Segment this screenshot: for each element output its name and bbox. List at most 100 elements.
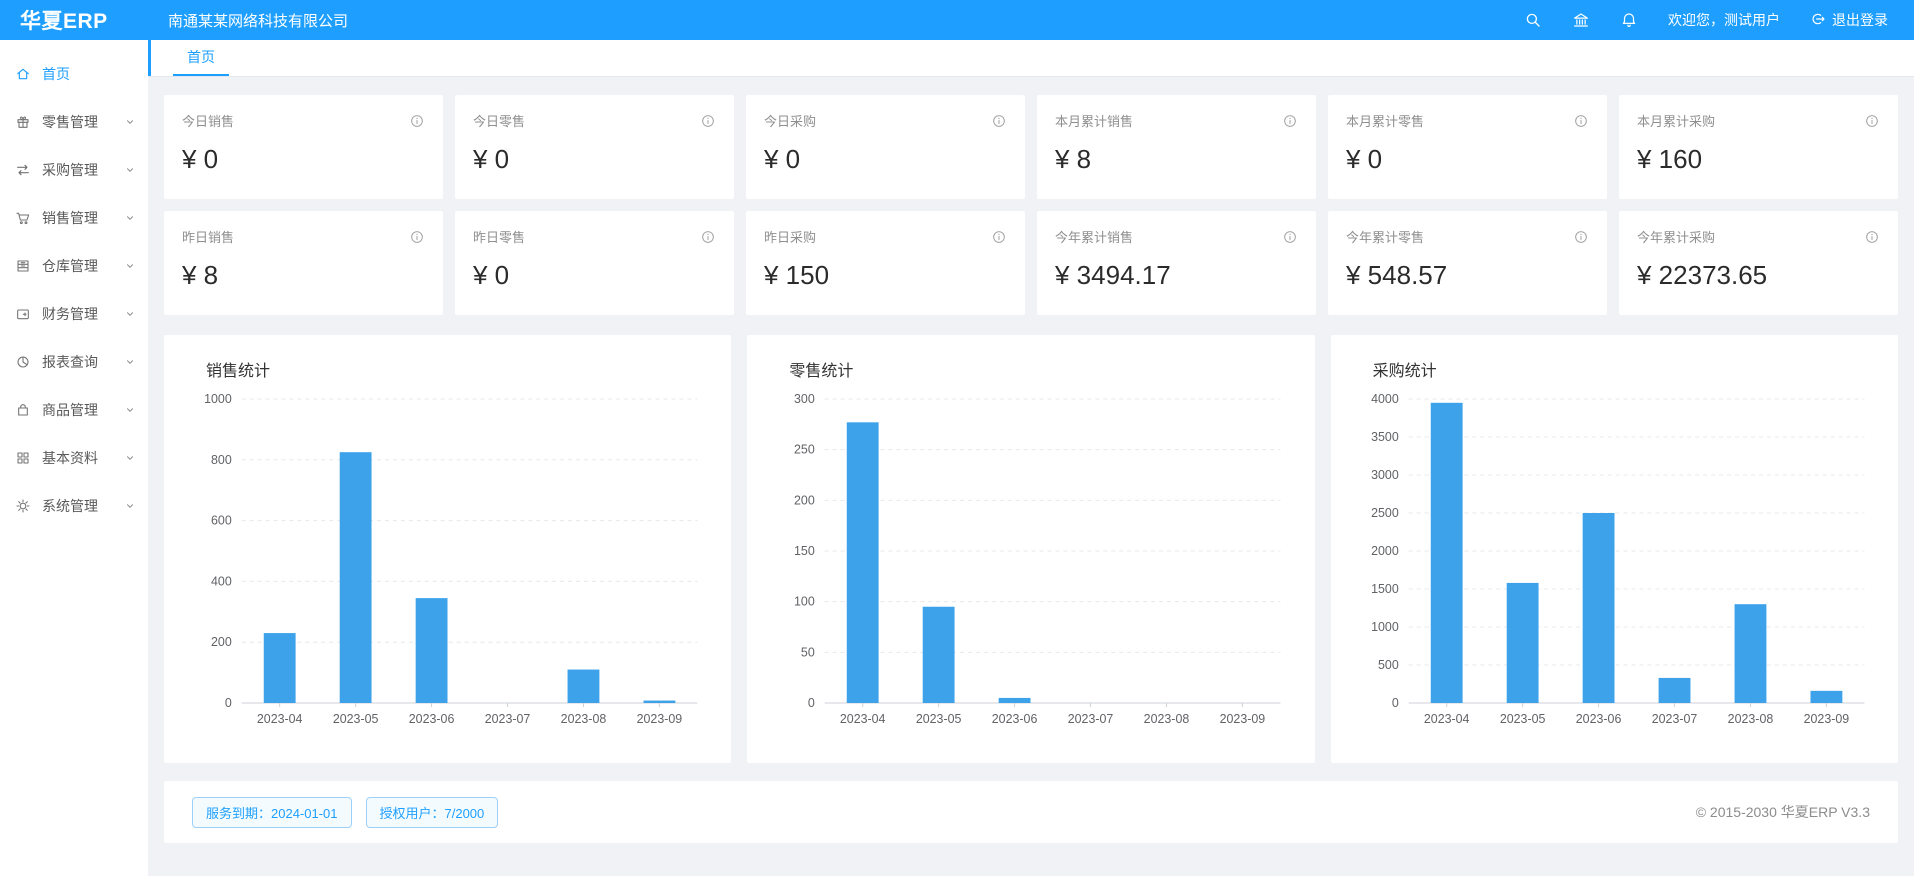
copyright-text: © 2015-2030 华夏ERP V3.3 — [1695, 804, 1870, 820]
bar — [1582, 513, 1615, 703]
stat-value: ¥ 150 — [764, 260, 830, 290]
svg-text:3500: 3500 — [1371, 430, 1399, 444]
info-icon[interactable] — [409, 113, 425, 129]
svg-text:2023-07: 2023-07 — [1068, 712, 1114, 726]
stat-card-today-sales: 今日销售 ¥ 0 — [164, 95, 443, 199]
svg-text:0: 0 — [808, 696, 815, 710]
info-icon[interactable] — [700, 229, 716, 245]
svg-text:150: 150 — [794, 544, 815, 558]
svg-text:2023-07: 2023-07 — [1651, 712, 1697, 726]
info-icon[interactable] — [1573, 229, 1589, 245]
bar — [339, 452, 372, 703]
sidebar-item-label: 系统管理 — [42, 498, 98, 514]
logout-icon — [1810, 11, 1826, 30]
sidebar-item-label: 销售管理 — [42, 210, 98, 226]
stats-row-2: 昨日销售 ¥ 8 昨日零售 ¥ 0 昨日采购 ¥ 150 今年累计销售 ¥ 34… — [164, 211, 1898, 315]
search-icon[interactable] — [1524, 11, 1542, 29]
svg-text:300: 300 — [794, 392, 815, 406]
sidebar-item-warehouse[interactable]: 仓库管理 — [0, 242, 148, 290]
info-icon[interactable] — [991, 113, 1007, 129]
stat-value: ¥ 22373.65 — [1637, 260, 1768, 290]
svg-text:0: 0 — [1391, 696, 1398, 710]
bell-icon[interactable] — [1620, 11, 1638, 29]
sidebar-item-home[interactable]: 首页 — [0, 50, 148, 98]
stat-label: 昨日零售 — [473, 230, 526, 245]
svg-text:2000: 2000 — [1371, 544, 1399, 558]
pie-chart-icon — [15, 354, 31, 370]
svg-text:2023-05: 2023-05 — [333, 712, 379, 726]
sidebar-item-label: 报表查询 — [42, 354, 98, 370]
stat-label: 今年累计采购 — [1637, 230, 1716, 245]
svg-text:200: 200 — [211, 635, 232, 649]
top-bar: 华夏ERP 南通某某网络科技有限公司 欢迎您，测试用户 退出登录 — [0, 0, 1914, 40]
sidebar-item-goods[interactable]: 商品管理 — [0, 386, 148, 434]
svg-text:2023-06: 2023-06 — [409, 712, 455, 726]
charts-row: 销售统计 0 200 400 600 800 1000 2023-04 2023-05 2023… — [164, 335, 1898, 763]
stat-value: ¥ 0 — [182, 144, 219, 174]
stat-label: 今年累计零售 — [1346, 230, 1425, 245]
info-icon[interactable] — [409, 229, 425, 245]
stat-card-year-retail: 今年累计零售 ¥ 548.57 — [1328, 211, 1607, 315]
bank-icon[interactable] — [1572, 11, 1590, 29]
sidebar-item-label: 仓库管理 — [42, 258, 98, 274]
bar — [567, 669, 600, 703]
svg-text:2023-05: 2023-05 — [1499, 712, 1545, 726]
sidebar-item-retail[interactable]: 零售管理 — [0, 98, 148, 146]
stat-value: ¥ 0 — [473, 260, 510, 290]
chevron-down-icon — [124, 404, 136, 416]
svg-text:2023-04: 2023-04 — [1424, 712, 1470, 726]
retail-bar-chart: 0 50 100 150 200 250 300 2023-04 2023-05 2023-06 2… — [794, 392, 1281, 726]
sidebar-item-sales[interactable]: 销售管理 — [0, 194, 148, 242]
bar — [1810, 690, 1842, 703]
stat-card-today-retail: 今日零售 ¥ 0 — [455, 95, 734, 199]
licensed-users-badge: 授权用户：7/2000 — [365, 796, 499, 828]
info-icon[interactable] — [1573, 113, 1589, 129]
stat-card-today-purchase: 今日采购 ¥ 0 — [746, 95, 1025, 199]
chart-title: 零售统计 — [789, 363, 854, 380]
svg-text:600: 600 — [211, 514, 232, 528]
stat-label: 昨日销售 — [182, 230, 235, 245]
logout-button[interactable]: 退出登录 — [1810, 10, 1888, 30]
stat-label: 今年累计销售 — [1055, 230, 1134, 245]
svg-text:2023-09: 2023-09 — [637, 712, 683, 726]
chart-card-purchase: 采购统计 0 500 1000 1500 2000 2500 3000 3500 4000 202… — [1330, 335, 1898, 763]
info-icon[interactable] — [1282, 113, 1298, 129]
footer: 服务到期：2024-01-01 授权用户：7/2000 © 2015-2030 … — [164, 781, 1898, 843]
tab-home[interactable]: 首页 — [173, 40, 229, 76]
info-icon[interactable] — [991, 229, 1007, 245]
svg-text:400: 400 — [211, 574, 232, 588]
sidebar-item-finance[interactable]: 财务管理 — [0, 290, 148, 338]
chevron-down-icon — [124, 116, 136, 128]
bar — [1734, 604, 1767, 703]
svg-text:500: 500 — [1378, 658, 1399, 672]
sidebar-item-purchase[interactable]: 采购管理 — [0, 146, 148, 194]
bar — [847, 422, 879, 703]
info-icon[interactable] — [700, 113, 716, 129]
stat-label: 本月累计零售 — [1346, 114, 1425, 129]
chevron-down-icon — [124, 212, 136, 224]
svg-text:2023-09: 2023-09 — [1220, 712, 1266, 726]
footer-badges: 服务到期：2024-01-01 授权用户：7/2000 — [192, 796, 499, 828]
info-icon[interactable] — [1282, 229, 1298, 245]
svg-text:2023-07: 2023-07 — [485, 712, 531, 726]
info-icon[interactable] — [1864, 113, 1880, 129]
chart-title: 采购统计 — [1372, 363, 1437, 380]
svg-text:2023-08: 2023-08 — [1727, 712, 1773, 726]
sidebar-item-system[interactable]: 系统管理 — [0, 482, 148, 530]
svg-text:0: 0 — [225, 696, 232, 710]
chevron-down-icon — [124, 308, 136, 320]
app-logo: 华夏ERP — [20, 10, 108, 33]
bar — [1506, 582, 1539, 703]
stat-label: 本月累计销售 — [1055, 114, 1134, 129]
svg-text:2023-04: 2023-04 — [840, 712, 886, 726]
chevron-down-icon — [124, 500, 136, 512]
stat-card-month-sales: 本月累计销售 ¥ 8 — [1037, 95, 1316, 199]
home-icon — [15, 66, 31, 82]
stat-value: ¥ 160 — [1637, 144, 1703, 174]
info-icon[interactable] — [1864, 229, 1880, 245]
bar — [923, 606, 955, 703]
sidebar-item-basic-data[interactable]: 基本资料 — [0, 434, 148, 482]
tab-label: 首页 — [187, 49, 215, 65]
purchase-bar-chart: 0 500 1000 1500 2000 2500 3000 3500 4000 2023-04 2… — [1371, 392, 1865, 726]
sidebar-item-reports[interactable]: 报表查询 — [0, 338, 148, 386]
